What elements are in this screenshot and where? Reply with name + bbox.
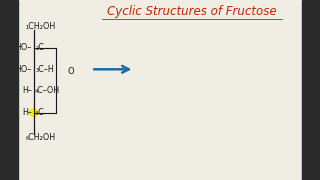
Text: O: O — [67, 68, 74, 76]
Text: H–: H– — [22, 108, 32, 117]
Text: HO–: HO– — [16, 65, 32, 74]
Text: ₄C–OH: ₄C–OH — [35, 86, 60, 95]
Bar — [302, 0, 320, 180]
Text: ₁CH₂OH: ₁CH₂OH — [26, 22, 56, 31]
Text: ₂C: ₂C — [35, 43, 44, 52]
Ellipse shape — [29, 109, 38, 116]
Text: ₃C–H: ₃C–H — [35, 65, 54, 74]
Text: ₆CH₂OH: ₆CH₂OH — [26, 133, 56, 142]
Text: HO–: HO– — [16, 43, 32, 52]
Text: ₅C: ₅C — [35, 108, 44, 117]
Text: H–: H– — [22, 86, 32, 95]
Bar — [0, 0, 18, 180]
Text: Cyclic Structures of Fructose: Cyclic Structures of Fructose — [107, 5, 277, 18]
